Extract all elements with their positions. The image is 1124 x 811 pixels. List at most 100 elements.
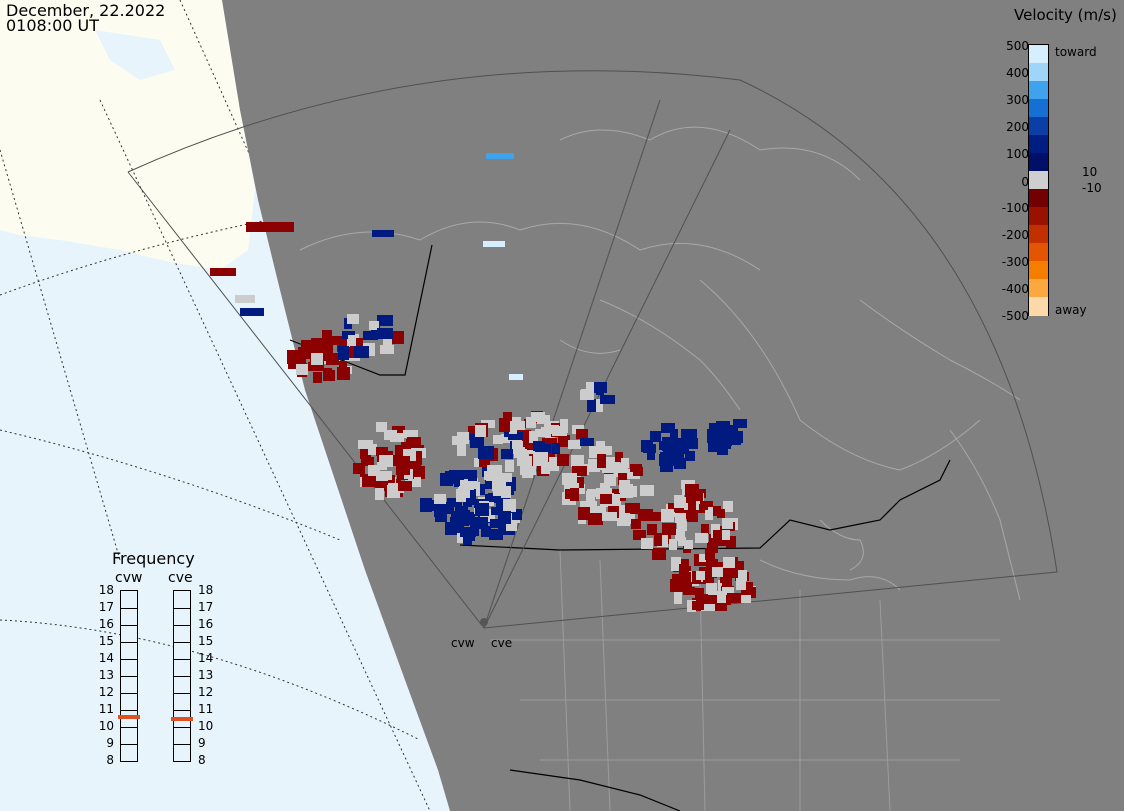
scatter-cell — [235, 295, 255, 303]
scatter-cell — [369, 321, 379, 330]
scatter-cell — [375, 488, 384, 500]
scatter-cell — [712, 567, 723, 577]
colorbar-segment — [1029, 225, 1048, 244]
frequency-marker — [171, 716, 193, 721]
scatter-cell — [210, 268, 236, 276]
scatter-cell — [475, 503, 489, 516]
scatter-cell — [580, 390, 594, 400]
scatter-cell — [596, 441, 605, 454]
scatter-cell — [620, 484, 633, 498]
scatter-cell — [549, 457, 559, 471]
scatter-cell — [377, 315, 393, 326]
scatter-cell — [568, 440, 581, 449]
frequency-tick-right: 11 — [198, 702, 214, 716]
scatter-cell — [324, 373, 332, 381]
scatter-cell — [738, 570, 747, 581]
scatter-cell — [347, 314, 359, 324]
colorbar-segment — [1029, 261, 1048, 280]
scatter-cell — [722, 518, 733, 529]
scatter-cell — [377, 328, 393, 339]
scatter-cell — [535, 429, 549, 437]
scatter-cell — [322, 330, 332, 341]
frequency-tick-right: 12 — [198, 685, 214, 699]
scatter-cell — [643, 444, 656, 453]
scatter-cell — [666, 523, 676, 534]
scatter-cell — [677, 521, 687, 531]
scatter-cell — [499, 418, 510, 432]
scatter-cell — [716, 421, 730, 432]
scatter-cell — [475, 425, 486, 437]
scatter-cell — [678, 537, 686, 546]
scatter-cell — [680, 566, 691, 576]
frequency-tick-left: 8 — [106, 753, 114, 767]
scatter-cell — [296, 364, 308, 375]
scatter-cell — [733, 419, 747, 428]
scatter-cell — [695, 588, 704, 599]
scatter-cell — [684, 540, 693, 549]
scatter-cell — [669, 539, 677, 550]
scatter-cell — [490, 519, 502, 528]
scatter-cell — [493, 435, 503, 444]
frequency-tick-left: 15 — [98, 634, 114, 648]
scatter-cell — [287, 350, 299, 364]
frequency-tick-left: 11 — [98, 702, 114, 716]
scatter-cell — [509, 374, 523, 380]
scatter-cell — [448, 525, 463, 533]
scatter-cell — [503, 499, 516, 512]
frequency-title: Frequency — [112, 549, 195, 568]
scatter-cell — [311, 353, 323, 365]
scatter-cell — [687, 510, 698, 522]
scatter-cell — [633, 467, 643, 476]
scatter-cell — [708, 436, 717, 448]
scatter-cell — [722, 587, 734, 595]
scatter-cell — [674, 458, 686, 469]
scatter-cell — [659, 441, 672, 450]
scatter-cell — [701, 575, 714, 584]
scatter-cell — [700, 501, 708, 510]
scatter-cell — [457, 513, 469, 526]
scatter-cell — [557, 454, 569, 466]
colorbar-tick-label: -10 — [1082, 181, 1102, 195]
scatter-cell — [613, 463, 628, 473]
scatter-cell — [703, 595, 717, 604]
scatter-cell — [617, 513, 630, 526]
fov-outline — [127, 70, 1058, 629]
scatter-cell — [618, 505, 626, 516]
colorbar-title: Velocity (m/s) — [1014, 6, 1117, 24]
scatter-cell — [633, 530, 646, 540]
scatter-cell — [591, 462, 601, 470]
scatter-cell — [675, 529, 685, 541]
scatter-cell — [298, 347, 313, 359]
frequency-tick-left: 12 — [98, 685, 114, 699]
scatter-cell — [541, 462, 550, 474]
scatter-cell — [363, 331, 378, 340]
scatter-cell — [641, 538, 653, 549]
frequency-tick-right: 9 — [198, 736, 206, 750]
scatter-cell — [597, 454, 606, 468]
scatter-cell — [602, 512, 617, 521]
frequency-gridline — [121, 710, 137, 711]
scatter-cell — [615, 452, 623, 462]
frequency-gridline — [174, 693, 190, 694]
frequency-gridline — [174, 744, 190, 745]
scatter-cell — [452, 436, 461, 445]
scatter-cell — [706, 559, 714, 568]
scatter-cell — [744, 582, 753, 594]
scatter-cell — [652, 548, 666, 560]
scatter-cell — [479, 458, 490, 467]
scatter-cell — [587, 489, 597, 497]
radar-site-marker — [480, 618, 488, 626]
scatter-cell — [483, 241, 505, 247]
scatter-cell — [565, 489, 573, 499]
frequency-tick-left: 18 — [98, 583, 114, 597]
scatter-cell — [647, 512, 661, 521]
scatter-cell — [722, 575, 732, 586]
scatter-cell — [650, 431, 661, 442]
scatter-cell — [353, 463, 365, 474]
scatter-cell — [498, 473, 512, 482]
scatter-cell — [389, 455, 399, 466]
scatter-cell — [517, 456, 532, 466]
frequency-gridline — [174, 676, 190, 677]
scatter-cell — [601, 457, 612, 470]
